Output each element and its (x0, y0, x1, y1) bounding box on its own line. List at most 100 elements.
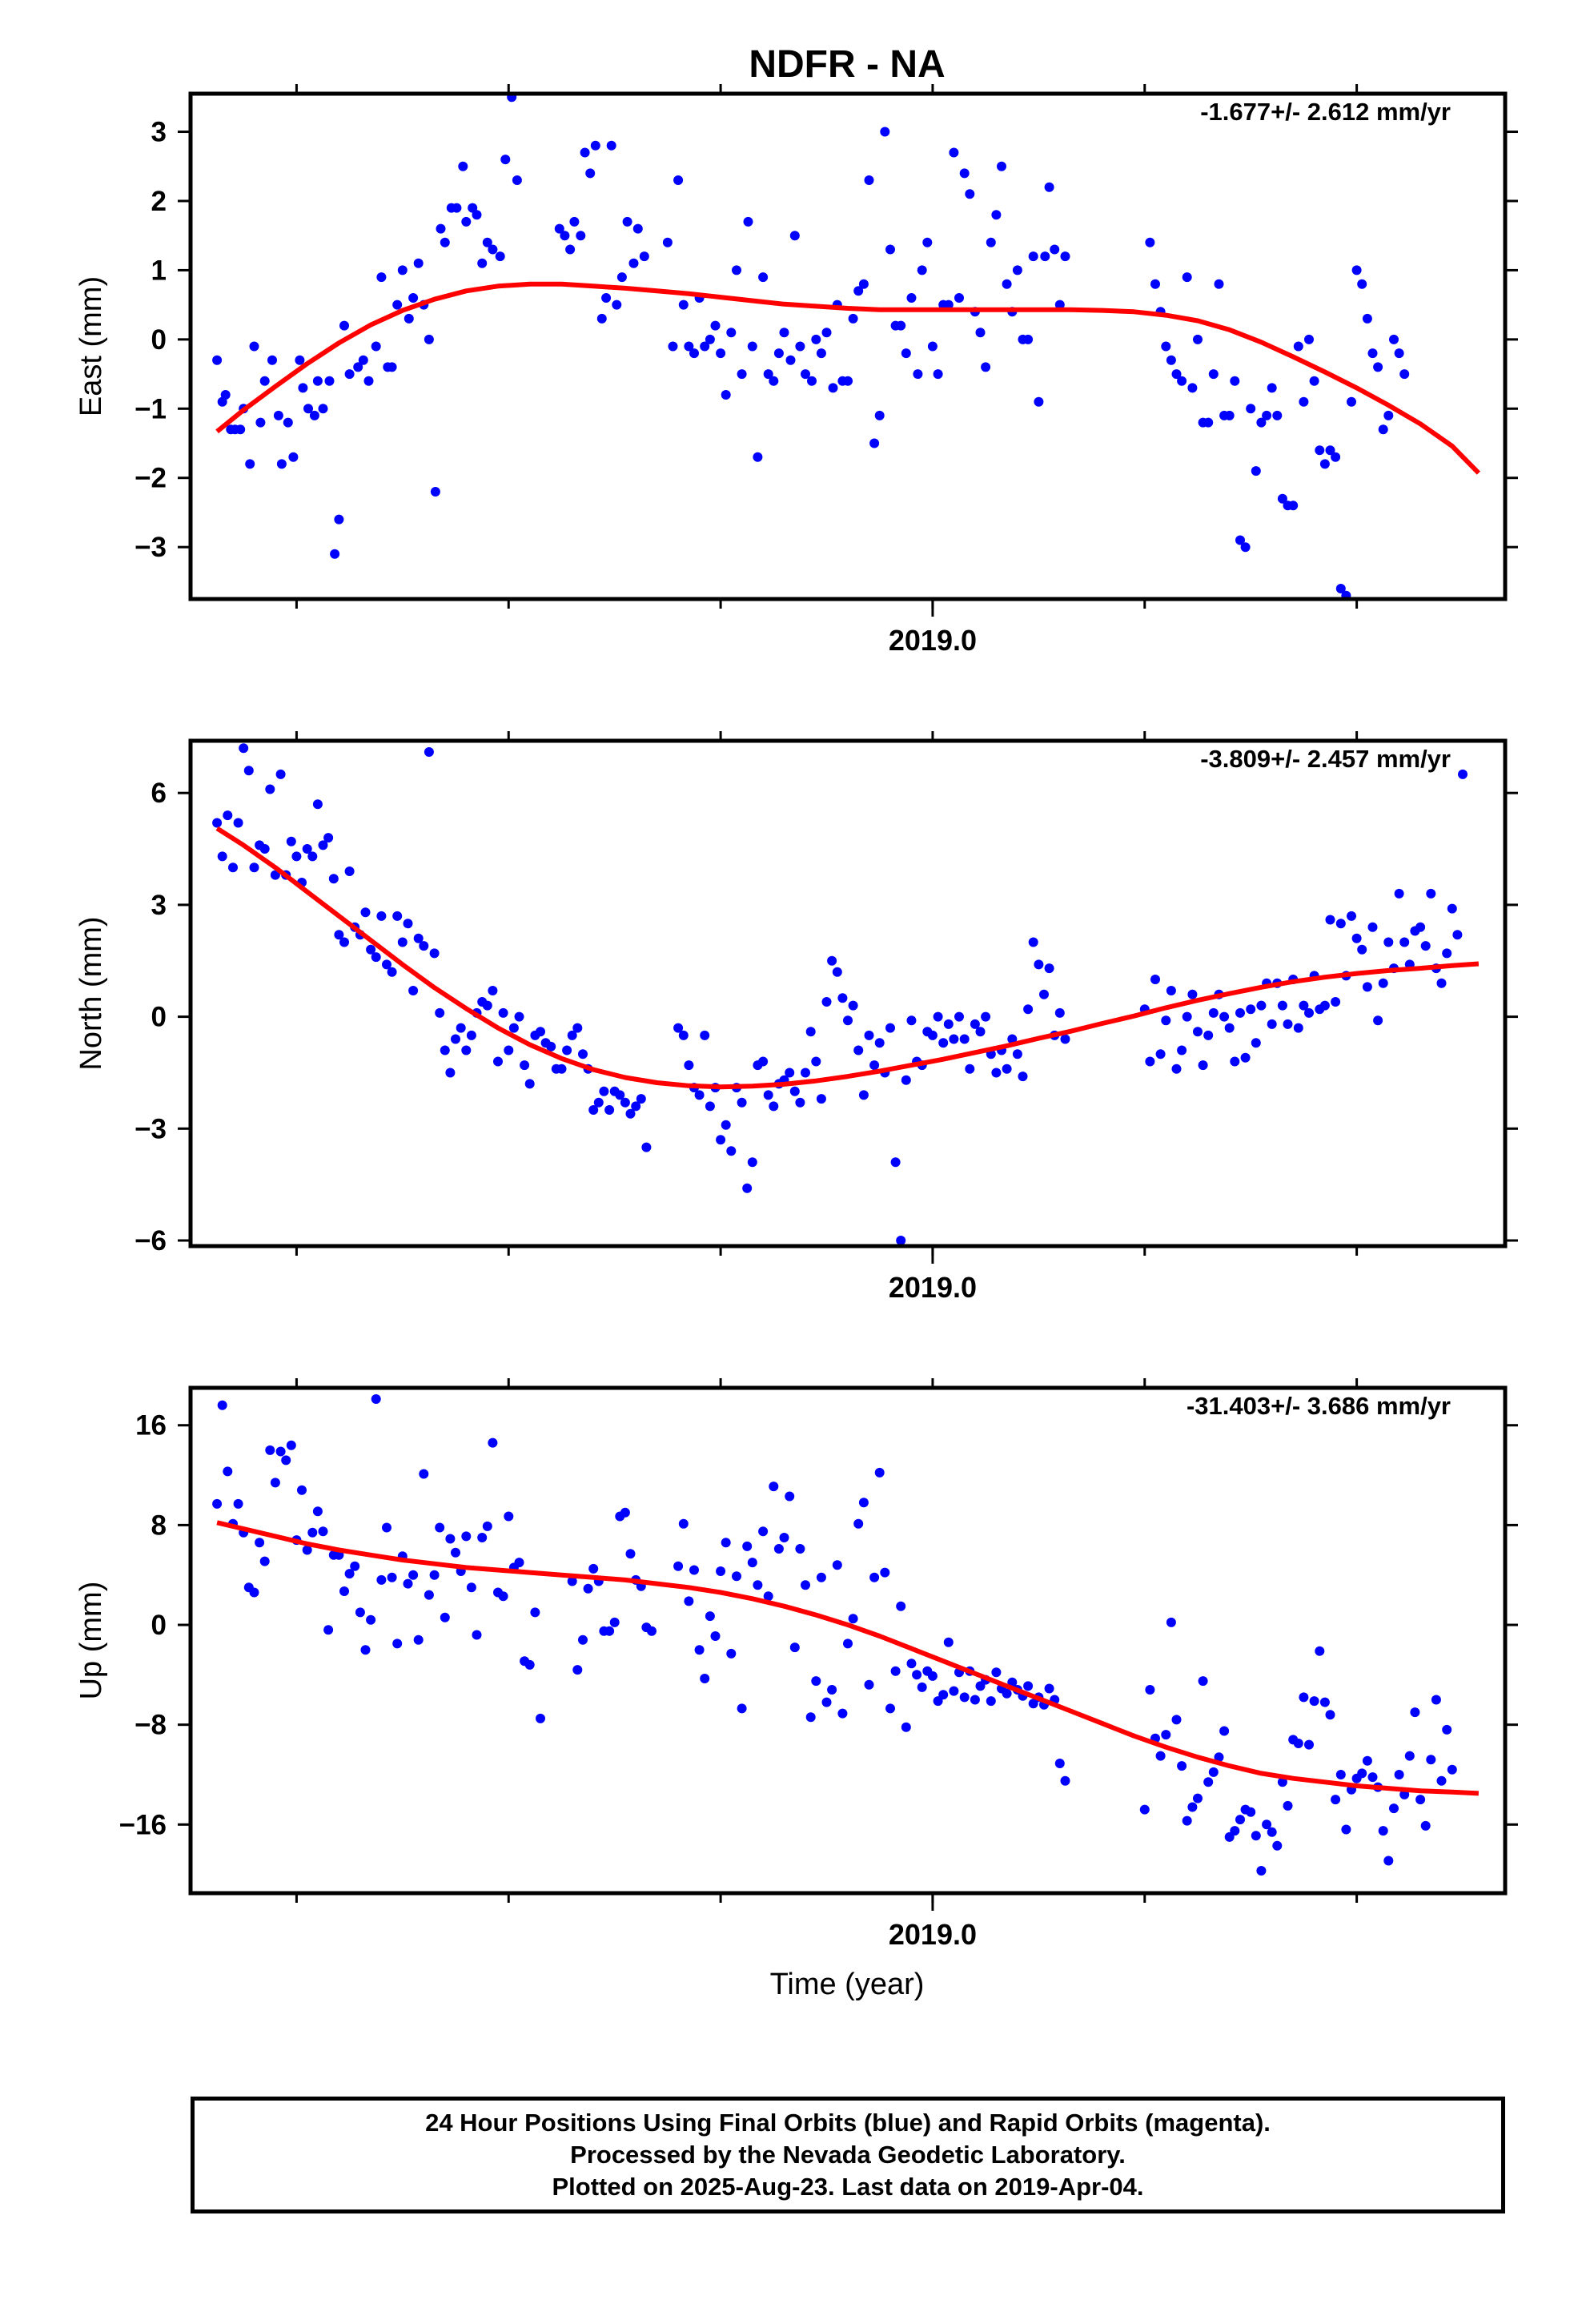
up-data-point (827, 1685, 837, 1695)
north-data-point (965, 1063, 975, 1074)
north-data-point (1319, 1000, 1330, 1011)
up-data-point (1378, 1826, 1388, 1836)
up-data-point (753, 1580, 763, 1590)
up-data-point (721, 1538, 731, 1548)
east-data-point (249, 341, 259, 352)
up-data-point (344, 1569, 355, 1579)
north-data-point (249, 862, 259, 873)
up-points (212, 0, 1484, 1876)
north-data-point (1277, 1000, 1287, 1011)
east-data-point (576, 231, 586, 241)
east-data-point (628, 258, 639, 268)
up-data-point (684, 1596, 694, 1606)
east-data-point (869, 438, 880, 448)
east-data-point (1452, 0, 1462, 5)
east-data-point (1304, 334, 1314, 344)
east-data-point (885, 244, 895, 255)
east-data-point (1203, 417, 1214, 428)
up-data-point (275, 1446, 286, 1457)
north-data-point (604, 1105, 615, 1115)
north-data-point (382, 959, 391, 970)
x-axis-label: Time (year) (770, 1968, 925, 2001)
up-data-point (874, 1467, 885, 1478)
east-data-point (1484, 0, 1494, 5)
north-data-point (217, 851, 227, 862)
up-data-point (705, 1611, 715, 1622)
east-data-point (1177, 376, 1187, 386)
up-data-point (424, 1590, 434, 1600)
up-data-point (588, 1563, 599, 1574)
up-data-point (1458, 0, 1468, 5)
north-data-point (318, 840, 328, 850)
east-data-point (495, 251, 505, 262)
east-data-point (1315, 445, 1325, 456)
up-data-point (1023, 1681, 1034, 1691)
up-data-point (694, 1645, 705, 1655)
north-data-point (408, 986, 419, 995)
up-data-point (890, 1666, 901, 1676)
up-data-point (1319, 1697, 1330, 1707)
north-data-point (504, 1045, 514, 1055)
north-data-point (1208, 1007, 1219, 1018)
north-data-point (1383, 937, 1394, 947)
footer-line-3: Plotted on 2025-Aug-23. Last data on 201… (552, 2173, 1144, 2201)
north-data-point (593, 1097, 604, 1108)
east-data-point (981, 362, 991, 372)
north-data-point (801, 1068, 810, 1078)
north-plot-frame (188, 738, 1508, 1248)
up-data-point (625, 1549, 636, 1559)
east-data-point (747, 341, 757, 352)
up-data-point (1262, 1819, 1272, 1830)
north-data-point (795, 1097, 805, 1108)
east-data-point (334, 514, 344, 525)
north-data-point (954, 1011, 964, 1022)
up-data-point (1299, 1692, 1309, 1703)
east-data-point (848, 313, 858, 324)
east-data-point (1208, 369, 1219, 380)
north-data-point (524, 1079, 535, 1089)
north-data-point (1351, 933, 1362, 943)
north-ytick-label: −3 (135, 1113, 167, 1144)
north-data-point (233, 818, 243, 828)
east-data-point (632, 223, 643, 234)
east-data-point (965, 189, 975, 199)
north-data-point (1028, 937, 1038, 947)
up-data-point (604, 1626, 615, 1636)
up-data-point (1155, 1751, 1166, 1761)
north-data-point (1145, 1056, 1155, 1067)
up-data-point (1474, 0, 1484, 5)
up-data-point (1246, 1807, 1256, 1817)
north-data-point (334, 930, 344, 940)
up-data-point (1054, 1759, 1065, 1768)
up-data-point (858, 1498, 869, 1508)
up-data-point (1251, 1831, 1261, 1841)
up-data-point (477, 1533, 488, 1542)
north-data-point (1251, 1038, 1261, 1048)
up-data-point (853, 1518, 864, 1529)
east-data-point (458, 161, 468, 171)
east-data-point (753, 452, 763, 462)
east-data-point (1277, 493, 1287, 504)
north-data-point (371, 952, 381, 963)
east-data-point (507, 94, 517, 103)
up-data-point (609, 1617, 620, 1627)
north-data-point (1002, 1063, 1012, 1074)
up-data-point (832, 1560, 842, 1570)
north-data-point (1182, 1011, 1192, 1022)
up-data-point (233, 1498, 243, 1509)
east-ytick-label: 0 (151, 324, 167, 356)
east-data-point (1437, 0, 1447, 5)
north-data-point (1335, 919, 1346, 929)
north-ytick-label: 3 (151, 890, 167, 921)
north-data-point (641, 1142, 652, 1152)
north-data-point (1399, 937, 1410, 947)
east-rate-label: -1.677+/- 2.612 mm/yr (1200, 98, 1451, 126)
east-data-point (705, 334, 715, 344)
east-data-point (1325, 445, 1335, 456)
east-data-point (684, 341, 694, 352)
north-data-point (413, 933, 424, 943)
east-data-point (1224, 410, 1235, 420)
east-data-point (1187, 383, 1198, 393)
up-data-point (1145, 1685, 1155, 1695)
east-data-point (1447, 0, 1457, 5)
